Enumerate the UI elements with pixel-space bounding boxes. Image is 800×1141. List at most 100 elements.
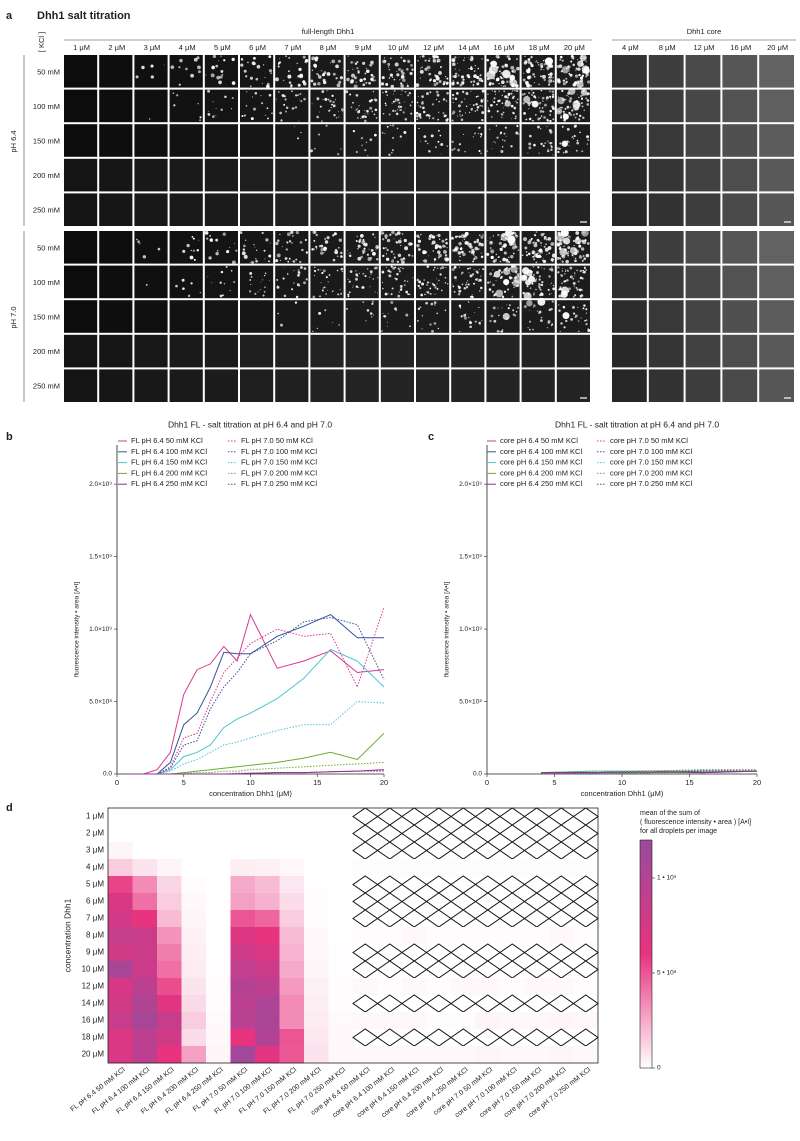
droplet xyxy=(340,267,344,271)
droplet xyxy=(457,251,462,255)
droplet xyxy=(331,59,336,64)
droplet xyxy=(374,236,376,239)
column-label: 14 μM xyxy=(458,43,479,52)
droplet xyxy=(310,79,314,83)
micrograph xyxy=(612,124,647,157)
micrograph xyxy=(521,369,555,402)
heatmap-cell xyxy=(255,859,280,877)
droplet xyxy=(478,321,481,325)
droplet xyxy=(367,113,369,115)
droplet xyxy=(404,90,407,93)
x-tick-label: 5 xyxy=(182,778,186,787)
droplet xyxy=(268,93,272,97)
droplet xyxy=(557,266,560,269)
micrograph xyxy=(345,334,379,368)
droplet xyxy=(532,255,535,258)
micrograph xyxy=(521,193,555,226)
droplet xyxy=(458,266,460,268)
droplet xyxy=(386,321,388,323)
missing-cross xyxy=(376,807,403,826)
droplet xyxy=(471,107,473,109)
droplet xyxy=(389,73,393,77)
colorbar-tick-label: 0 xyxy=(657,1065,661,1072)
droplet xyxy=(482,234,484,236)
heatmap-cell xyxy=(328,961,354,979)
droplet xyxy=(498,269,501,272)
droplet xyxy=(350,106,353,109)
heatmap-cell xyxy=(132,1012,158,1030)
droplet xyxy=(312,230,317,234)
droplet xyxy=(526,83,530,88)
micrograph xyxy=(169,158,203,192)
droplet xyxy=(571,109,574,112)
droplet xyxy=(565,269,567,271)
droplet xyxy=(428,117,431,119)
droplet xyxy=(498,82,500,85)
droplet xyxy=(421,54,425,58)
droplet xyxy=(425,301,428,305)
droplet xyxy=(465,92,469,95)
droplet xyxy=(527,240,532,245)
droplet xyxy=(436,312,439,315)
heatmap-cell xyxy=(132,910,158,928)
droplet xyxy=(197,70,201,74)
droplet xyxy=(407,253,411,257)
droplet xyxy=(419,113,422,116)
droplet xyxy=(402,257,406,260)
micrograph xyxy=(685,231,721,264)
droplet xyxy=(392,109,395,113)
droplet xyxy=(196,249,199,252)
heatmap-cell xyxy=(328,1029,354,1047)
row-label: 50 mM xyxy=(37,243,60,252)
micrograph xyxy=(134,124,168,157)
droplet xyxy=(182,287,185,291)
droplet xyxy=(494,90,496,93)
heatmap-cell xyxy=(279,808,305,826)
heatmap-cell xyxy=(181,995,207,1013)
droplet xyxy=(392,100,395,103)
droplet xyxy=(573,244,575,247)
legend-label: core pH 6.4 150 mM KCl xyxy=(500,458,582,467)
heatmap-cell xyxy=(181,808,207,826)
droplet xyxy=(150,75,154,79)
droplet xyxy=(352,101,354,104)
micrograph xyxy=(240,124,274,157)
droplet xyxy=(567,270,569,272)
droplet xyxy=(393,256,396,259)
droplet xyxy=(563,292,566,295)
droplet xyxy=(440,143,444,146)
micrograph xyxy=(648,89,684,123)
droplet xyxy=(491,290,494,293)
heatmap-cell xyxy=(108,893,133,911)
row-label: 200 mM xyxy=(33,171,60,180)
droplet xyxy=(321,120,323,122)
droplet xyxy=(451,58,456,62)
droplet xyxy=(493,294,496,297)
micrograph xyxy=(64,369,98,402)
micrograph xyxy=(556,334,590,368)
micrograph xyxy=(648,334,684,368)
droplet xyxy=(298,67,302,72)
droplet xyxy=(292,235,294,237)
droplet xyxy=(501,116,503,119)
droplet xyxy=(223,283,226,285)
heatmap-cell xyxy=(157,859,182,877)
heatmap-cell xyxy=(426,859,452,877)
droplet xyxy=(474,246,479,251)
droplet xyxy=(579,276,583,280)
droplet xyxy=(459,83,463,87)
y-axis-label: concentration Dhh1 xyxy=(62,898,72,972)
droplet xyxy=(209,235,212,237)
droplet xyxy=(222,294,224,297)
micrograph xyxy=(648,231,684,264)
droplet xyxy=(315,245,318,248)
droplet xyxy=(546,119,549,122)
droplet xyxy=(339,289,341,291)
droplet xyxy=(286,232,291,237)
missing-cross xyxy=(523,824,550,843)
droplet xyxy=(433,260,435,262)
droplet xyxy=(407,293,409,295)
droplet xyxy=(538,283,541,286)
droplet xyxy=(145,284,148,286)
droplet xyxy=(506,317,509,320)
